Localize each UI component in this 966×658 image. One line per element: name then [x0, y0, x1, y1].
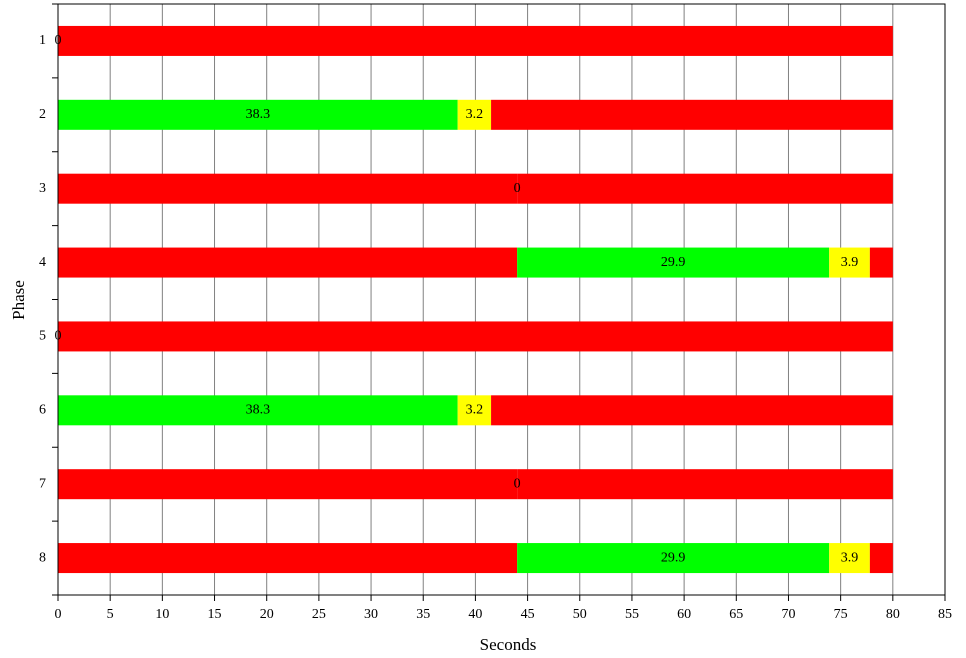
bar-segment: [517, 173, 893, 204]
x-tick-label: 10: [155, 607, 169, 622]
y-tick-label: 5: [39, 329, 46, 344]
data-label: 38.3: [246, 107, 271, 122]
y-axis-title: Phase: [9, 280, 28, 320]
x-tick-label: 15: [208, 607, 222, 622]
x-tick-label: 45: [521, 607, 535, 622]
data-label: 0: [514, 181, 521, 196]
x-tick-label: 35: [416, 607, 430, 622]
data-label: 3.2: [466, 107, 484, 122]
y-tick-label: 8: [39, 550, 46, 565]
bar-segment: [517, 543, 830, 574]
plot-frame: [57, 3, 946, 596]
x-tick-label: 20: [260, 607, 274, 622]
x-tick-label: 50: [573, 607, 587, 622]
x-tick-label: 70: [781, 607, 795, 622]
x-tick-label: 75: [834, 607, 848, 622]
bar-segment: [58, 99, 458, 130]
bar-segment: [829, 247, 870, 278]
bar-segment: [58, 469, 518, 500]
y-tick-label: 7: [39, 476, 46, 491]
bar-segment: [58, 543, 518, 574]
y-tick-label: 1: [39, 33, 46, 48]
y-tick-label: 6: [39, 403, 46, 418]
bar-segment: [58, 173, 518, 204]
bar-segment: [58, 321, 893, 352]
data-label: 0: [514, 476, 521, 491]
data-label: 3.9: [841, 550, 859, 565]
bar-segment: [869, 247, 893, 278]
data-label: 29.9: [661, 550, 686, 565]
y-tick-label: 4: [39, 255, 46, 270]
x-tick-label: 25: [312, 607, 326, 622]
x-tick-label: 65: [729, 607, 743, 622]
x-tick-label: 80: [886, 607, 900, 622]
x-tick-label: 0: [55, 607, 62, 622]
bar-segment: [491, 99, 893, 130]
data-label: 3.9: [841, 255, 859, 270]
bar-segment: [58, 25, 893, 56]
x-axis-title: Seconds: [480, 635, 537, 654]
x-tick-label: 30: [364, 607, 378, 622]
bar-segment: [869, 543, 893, 574]
bar-segment: [58, 247, 518, 278]
y-tick-label: 3: [39, 181, 46, 196]
bar-segment: [457, 99, 492, 130]
data-label: 38.3: [246, 403, 271, 418]
x-tick-label: 5: [107, 607, 114, 622]
bar-segment: [457, 395, 492, 426]
data-label: 3.2: [466, 403, 484, 418]
data-label: 29.9: [661, 255, 686, 270]
bar-segment: [517, 469, 893, 500]
y-tick-label: 2: [39, 107, 46, 122]
bar-segment: [517, 247, 830, 278]
x-tick-label: 60: [677, 607, 691, 622]
bar-segment: [491, 395, 893, 426]
x-tick-label: 40: [468, 607, 482, 622]
x-tick-label: 85: [938, 607, 952, 622]
bar-segment: [829, 543, 870, 574]
x-tick-label: 55: [625, 607, 639, 622]
bar-segment: [58, 395, 458, 426]
